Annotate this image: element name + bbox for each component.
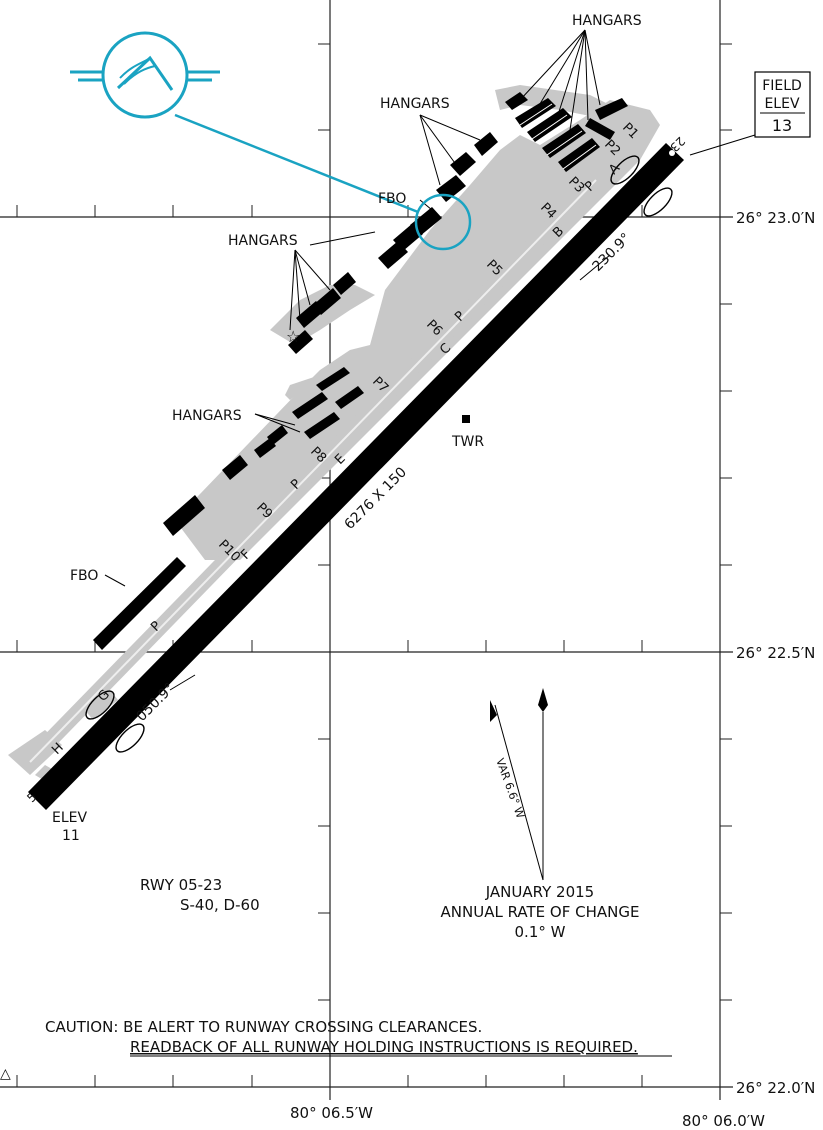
hangar-hatching — [519, 103, 597, 170]
field-elev-line2: ELEV — [764, 96, 799, 112]
lon-label-right: 80° 06.0′W — [682, 1112, 765, 1130]
runway-info-line2: S-40, D-60 — [180, 896, 260, 914]
magnetic-date: JANUARY 2015 — [485, 883, 594, 901]
parking-labels: P1 P2 P3 P4 P5 P6 P7 P8 P9 P10 — [215, 120, 641, 565]
corner-triangle-icon: △ — [0, 1066, 11, 1082]
hold-short-markings — [85, 155, 673, 753]
hangar-buildings — [93, 92, 628, 650]
lat-label-top: 26° 23.0′N — [736, 209, 815, 227]
taxiway-p-centerline — [29, 179, 597, 763]
field-elev-line1: FIELD — [762, 78, 802, 94]
magnetic-annual: ANNUAL RATE OF CHANGE — [441, 903, 640, 921]
magnetic-variation: VAR 6.6° W — [493, 757, 527, 821]
caution-line2: READBACK OF ALL RUNWAY HOLDING INSTRUCTI… — [130, 1038, 638, 1056]
hangars-label-ne: HANGARS — [572, 13, 642, 29]
taxiway-e: E — [332, 451, 348, 467]
fbo-label-north: FBO — [378, 191, 406, 207]
magnetic-north-arrow-icon — [490, 700, 497, 722]
hangars-label-north: HANGARS — [380, 96, 450, 112]
lat-lon-grid — [0, 0, 733, 1100]
fbo-label-south: FBO — [70, 568, 98, 584]
airport-logo-icon — [70, 31, 220, 119]
runway-info-line1: RWY 05-23 — [140, 876, 222, 894]
tower-marker — [462, 415, 470, 423]
magnetic-rate: 0.1° W — [515, 923, 566, 941]
lon-label-left: 80° 06.5′W — [290, 1104, 373, 1122]
field-elev-value: 13 — [772, 116, 792, 135]
lat-label-mid: 26° 22.5′N — [736, 644, 815, 662]
lat-label-bot: 26° 22.0′N — [736, 1079, 815, 1097]
runway-end-light — [669, 150, 675, 156]
elev-label: ELEV — [52, 810, 87, 826]
caution-line1: CAUTION: BE ALERT TO RUNWAY CROSSING CLE… — [45, 1018, 482, 1036]
hangars-label-mid: HANGARS — [228, 233, 298, 249]
north-arrow-icon — [538, 688, 548, 712]
field-elev-box — [754, 71, 811, 138]
hangars-label-west: HANGARS — [172, 408, 242, 424]
elev-value: 11 — [62, 828, 80, 844]
fbo-callout — [174, 113, 472, 251]
beacon-star-icon: ☆ — [286, 327, 300, 346]
runway-05-23 — [28, 143, 684, 810]
tower-label: TWR — [451, 434, 484, 450]
